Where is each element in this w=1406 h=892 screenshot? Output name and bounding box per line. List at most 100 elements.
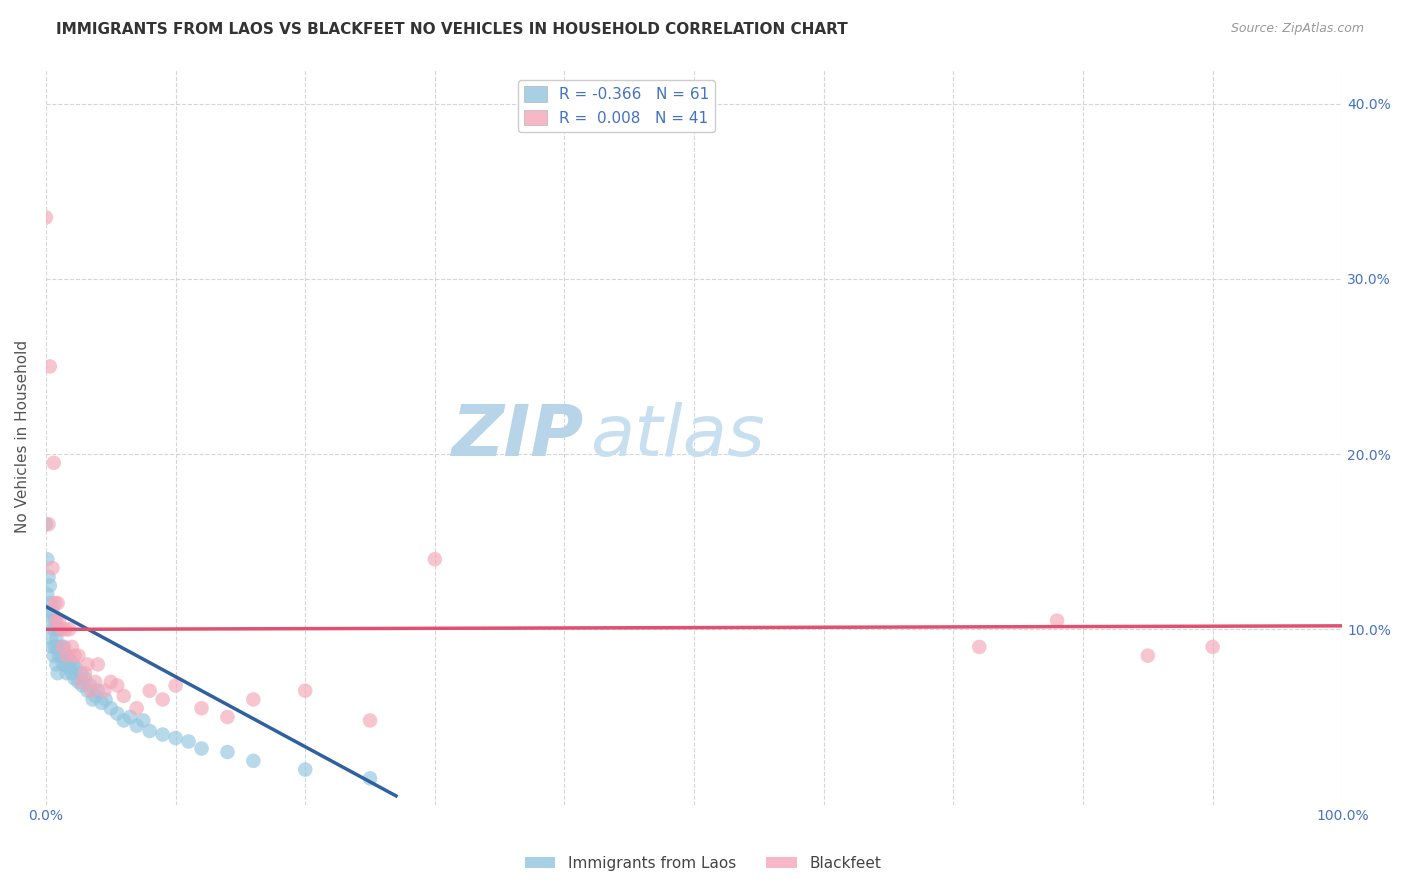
Point [55, 648, 77, 663]
Point [969, 640, 991, 654]
Point [152, 692, 174, 706]
Text: atlas: atlas [591, 402, 765, 471]
Point [190, 741, 212, 756]
Point [42, 623, 65, 637]
Point [63, 648, 86, 663]
Point [45, 614, 67, 628]
Point [73, 672, 96, 686]
Point [65, 661, 87, 675]
Point [190, 701, 212, 715]
Point [120, 710, 142, 724]
Point [112, 714, 135, 728]
Point [82, 692, 104, 706]
Point [112, 689, 135, 703]
Point [132, 714, 155, 728]
Point [37, 587, 59, 601]
Y-axis label: No Vehicles in Household: No Vehicles in Household [15, 340, 30, 533]
Point [44, 640, 66, 654]
Point [67, 648, 90, 663]
Point [55, 666, 77, 681]
Point [45, 631, 67, 645]
Point [35, 517, 58, 532]
Point [38, 578, 60, 592]
Point [73, 666, 96, 681]
Point [49, 640, 72, 654]
Point [46, 596, 69, 610]
Point [1201, 640, 1223, 654]
Point [42, 648, 65, 663]
Point [56, 648, 79, 663]
Point [55, 648, 77, 663]
Point [79, 678, 101, 692]
Point [1136, 648, 1159, 663]
Point [125, 719, 148, 733]
Point [62, 657, 84, 672]
Point [94, 692, 117, 706]
Point [67, 675, 90, 690]
Point [60, 666, 83, 681]
Point [53, 640, 76, 654]
Point [55, 657, 77, 672]
Point [72, 678, 94, 692]
Point [105, 706, 128, 721]
Point [294, 763, 316, 777]
Point [217, 745, 239, 759]
Point [359, 714, 381, 728]
Point [51, 648, 73, 663]
Point [165, 678, 187, 692]
Point [52, 640, 75, 654]
Legend: Immigrants from Laos, Blackfeet: Immigrants from Laos, Blackfeet [519, 850, 887, 877]
Point [44, 596, 66, 610]
Point [105, 678, 128, 692]
Point [100, 675, 122, 690]
Point [48, 648, 70, 663]
Point [80, 683, 103, 698]
Point [41, 561, 63, 575]
Point [165, 731, 187, 745]
Point [46, 640, 69, 654]
Point [55, 623, 77, 637]
Point [84, 675, 107, 690]
Point [242, 692, 264, 706]
Point [87, 657, 110, 672]
Point [87, 683, 110, 698]
Point [58, 623, 80, 637]
Point [125, 701, 148, 715]
Point [294, 683, 316, 698]
Point [242, 754, 264, 768]
Point [38, 359, 60, 374]
Point [42, 456, 65, 470]
Point [72, 675, 94, 690]
Point [423, 552, 446, 566]
Point [46, 666, 69, 681]
Point [152, 727, 174, 741]
Point [84, 689, 107, 703]
Point [76, 683, 98, 698]
Legend: R = -0.366   N = 61, R =  0.008   N = 41: R = -0.366 N = 61, R = 0.008 N = 41 [517, 80, 716, 132]
Point [138, 683, 160, 698]
Point [217, 710, 239, 724]
Point [39, 631, 62, 645]
Point [138, 724, 160, 739]
Point [39, 596, 62, 610]
Point [45, 657, 67, 672]
Point [100, 701, 122, 715]
Text: Source: ZipAtlas.com: Source: ZipAtlas.com [1230, 22, 1364, 36]
Point [38, 614, 60, 628]
Point [41, 605, 63, 619]
Point [38, 570, 60, 584]
Point [76, 657, 98, 672]
Point [1046, 614, 1069, 628]
Text: ZIP: ZIP [451, 402, 583, 471]
Point [37, 552, 59, 566]
Point [35, 211, 58, 225]
Point [70, 666, 93, 681]
Point [48, 623, 70, 637]
Point [52, 657, 75, 672]
Point [177, 734, 200, 748]
Point [93, 683, 115, 698]
Point [44, 614, 66, 628]
Point [48, 614, 70, 628]
Point [38, 517, 60, 532]
Text: IMMIGRANTS FROM LAOS VS BLACKFEET NO VEHICLES IN HOUSEHOLD CORRELATION CHART: IMMIGRANTS FROM LAOS VS BLACKFEET NO VEH… [56, 22, 848, 37]
